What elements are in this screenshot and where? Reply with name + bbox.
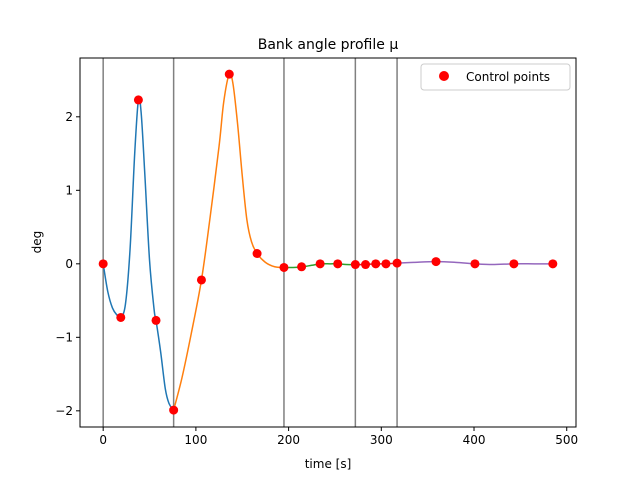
x-tick-label: 500: [555, 433, 578, 447]
x-tick-label: 300: [370, 433, 393, 447]
control-point: [133, 95, 143, 105]
plot-area: 0 100 200 300 400 500 −2 −1 0 1 2: [55, 57, 578, 447]
x-tick-label: 200: [277, 433, 300, 447]
control-point: [548, 259, 558, 269]
control-point: [315, 259, 325, 269]
control-point: [431, 257, 441, 267]
x-tick-label: 400: [463, 433, 486, 447]
x-axis-label: time [s]: [305, 457, 352, 471]
legend-label-control-points: Control points: [466, 70, 550, 84]
y-tick-label: 1: [65, 183, 73, 197]
control-point: [470, 259, 480, 269]
y-tick-label: −2: [55, 404, 73, 418]
control-point: [169, 405, 179, 415]
control-point: [361, 260, 371, 270]
y-axis-label: deg: [30, 231, 44, 254]
control-point: [252, 249, 262, 259]
control-point: [333, 259, 343, 269]
legend: Control points: [420, 63, 571, 91]
y-tick-label: 0: [65, 257, 73, 271]
control-point: [371, 259, 381, 269]
control-point: [392, 258, 402, 268]
legend-box: [420, 63, 571, 91]
legend-marker-control-points: [439, 71, 449, 81]
chart-title: Bank angle profile μ: [258, 37, 399, 53]
x-tick-label: 0: [99, 433, 107, 447]
control-point: [297, 262, 307, 272]
control-point: [350, 260, 360, 270]
axes-frame: [79, 57, 577, 428]
y-tick-label: 2: [65, 110, 73, 124]
control-point: [381, 259, 391, 269]
control-point: [98, 259, 108, 269]
control-point: [279, 262, 289, 272]
y-tick-label: −1: [55, 330, 73, 344]
control-point: [509, 259, 519, 269]
control-point: [196, 275, 206, 285]
control-point: [224, 69, 234, 79]
control-point: [151, 315, 161, 325]
control-point: [116, 312, 126, 322]
x-tick-label: 100: [184, 433, 207, 447]
